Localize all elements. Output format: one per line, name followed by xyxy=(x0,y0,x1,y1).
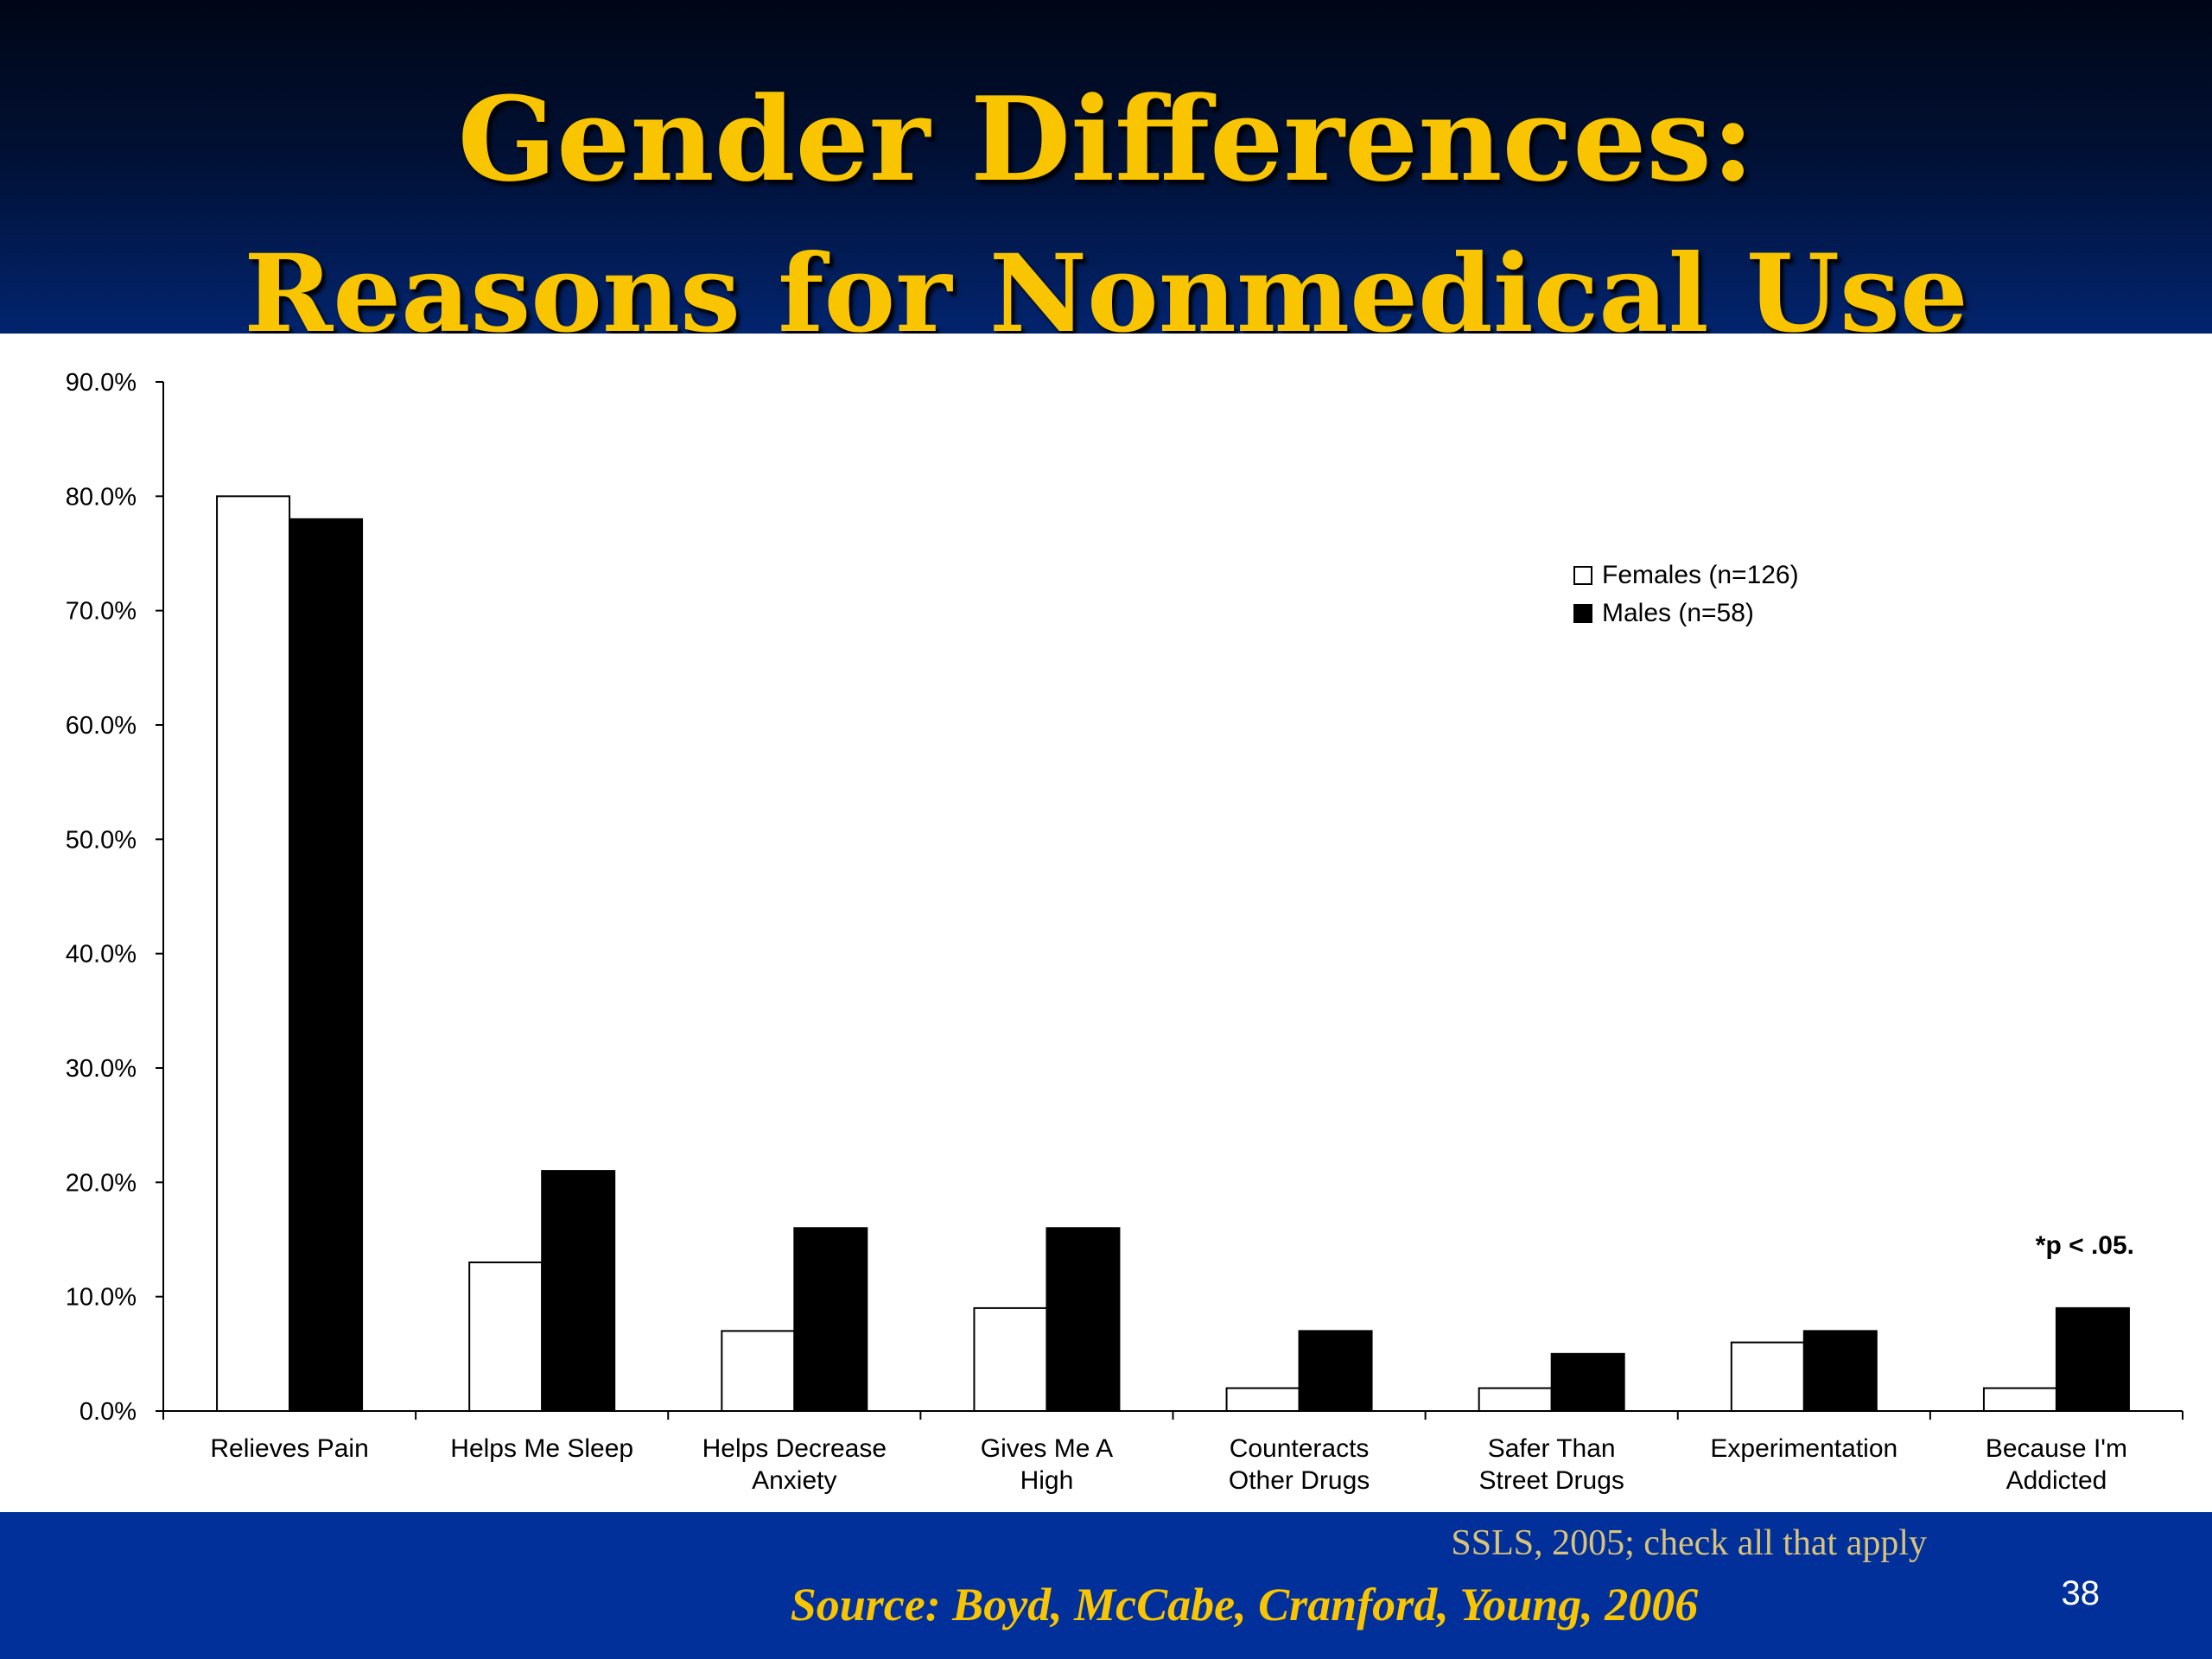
footer-bar xyxy=(0,1512,2212,1659)
page-number: 38 xyxy=(2061,1574,2101,1612)
y-tick-label: 20.0% xyxy=(66,1169,137,1197)
x-tick-label: Other Drugs xyxy=(1229,1466,1370,1495)
chart-area: 0.0% 10.0% 20.0% 30.0% 40.0% 50.0% 60.0% 70.0% 8… xyxy=(0,334,2212,1512)
x-tick-label: Safer Than xyxy=(1488,1434,1616,1463)
y-tick-label: 60.0% xyxy=(66,712,137,740)
bar-males xyxy=(1298,1330,1373,1413)
y-tick-label: 90.0% xyxy=(66,369,137,397)
y-tick-label: 10.0% xyxy=(66,1284,137,1312)
bar-males xyxy=(541,1170,616,1412)
x-tick-label: Helps Decrease xyxy=(702,1434,887,1463)
y-tick-label: 80.0% xyxy=(66,483,137,511)
bar-females xyxy=(1478,1387,1553,1412)
significance-note: *p < .05. xyxy=(2036,1231,2134,1260)
x-tick-label: Gives Me A xyxy=(981,1434,1113,1463)
bar-males xyxy=(1802,1330,1878,1413)
bar-females xyxy=(721,1330,796,1413)
x-tick-label: Counteracts xyxy=(1230,1434,1370,1463)
bar-chart: 0.0% 10.0% 20.0% 30.0% 40.0% 50.0% 60.0% 70.0% 8… xyxy=(66,369,2183,1495)
x-tick-label: Addicted xyxy=(2006,1466,2107,1495)
bar-females xyxy=(973,1306,1048,1413)
x-tick-label: Anxiety xyxy=(752,1466,836,1495)
bar-females xyxy=(216,495,291,1412)
source-citation: Source: Boyd, McCabe, Cranford, Young, 2… xyxy=(790,1579,1699,1630)
bar-females xyxy=(1982,1387,2057,1412)
x-tick-label: Street Drugs xyxy=(1478,1466,1624,1495)
y-tick-label: 50.0% xyxy=(66,826,137,854)
x-tick-label: High xyxy=(1020,1466,1074,1495)
bar-males xyxy=(2055,1306,2130,1413)
bar-males xyxy=(793,1227,868,1413)
legend-swatch xyxy=(1573,604,1592,623)
bar-males xyxy=(289,518,364,1412)
x-tick-label: Because I'm xyxy=(1986,1434,2127,1463)
legend-swatch xyxy=(1573,566,1592,585)
x-tick-label: Relieves Pain xyxy=(210,1434,368,1463)
y-tick-label: 40.0% xyxy=(66,941,137,969)
bar-males xyxy=(1550,1352,1625,1413)
y-tick-label: 0.0% xyxy=(79,1398,137,1426)
bar-females xyxy=(468,1261,543,1413)
bar-females xyxy=(1225,1387,1300,1412)
title-banner xyxy=(0,0,2212,334)
legend-label: Females (n=126) xyxy=(1602,561,1799,589)
footer-note: SSLS, 2005; check all that apply xyxy=(1451,1523,1927,1563)
x-tick-label: Experimentation xyxy=(1710,1434,1897,1463)
legend-label: Males (n=58) xyxy=(1602,599,1754,627)
x-tick-label: Helps Me Sleep xyxy=(450,1434,633,1463)
bar-males xyxy=(1046,1227,1121,1413)
bar-females xyxy=(1730,1341,1805,1412)
y-tick-label: 70.0% xyxy=(66,598,137,626)
y-tick-label: 30.0% xyxy=(66,1055,137,1083)
slide-title: Gender Differences: xyxy=(457,71,1755,207)
